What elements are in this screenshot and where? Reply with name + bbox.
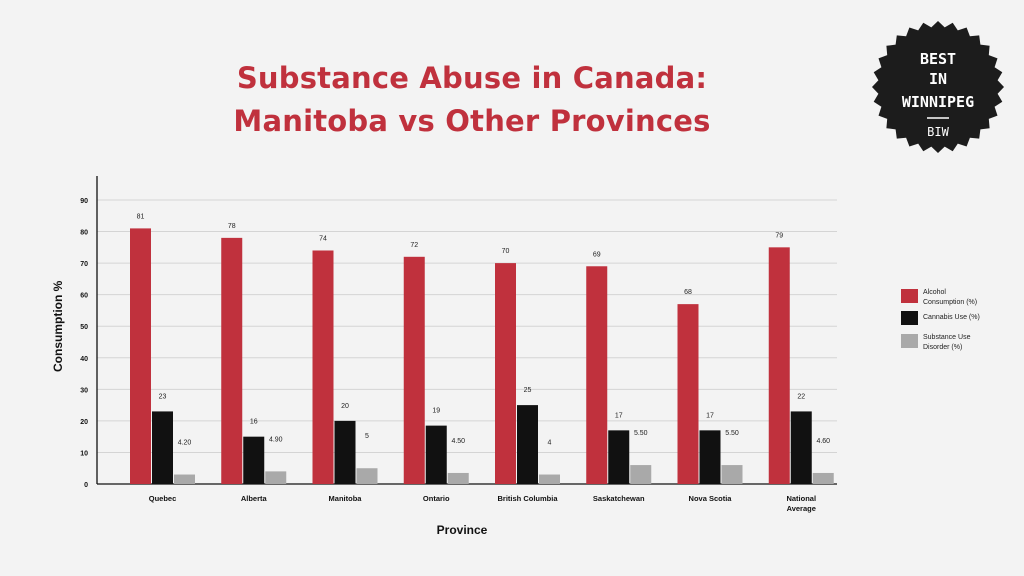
bar xyxy=(812,472,834,484)
bar xyxy=(152,411,173,484)
x-tick-label: Saskatchewan xyxy=(593,494,645,503)
bar xyxy=(517,405,538,484)
bar xyxy=(768,247,790,484)
data-label: 5 xyxy=(365,433,369,440)
data-label: 5.50 xyxy=(725,430,739,437)
x-tick-label: Average xyxy=(787,504,816,513)
legend-label-disorder: Substance Use Disorder (%) xyxy=(923,333,995,353)
y-tick-label: 90 xyxy=(80,198,88,205)
chart-title-line2: Manitoba vs Other Provinces xyxy=(233,104,711,138)
legend-swatch-cannabis xyxy=(901,311,918,325)
data-label: 79 xyxy=(775,232,783,239)
y-tick-label: 20 xyxy=(80,419,88,426)
bar xyxy=(608,430,630,484)
data-label: 74 xyxy=(319,235,327,242)
data-label: 23 xyxy=(159,393,167,400)
chart-title-line1: Substance Abuse in Canada: xyxy=(236,61,708,95)
bar xyxy=(221,237,243,484)
legend-label-alcohol: Alcohol Consumption (%) xyxy=(923,288,995,308)
bar xyxy=(174,474,195,484)
legend-label-disorder-line1: Substance Use xyxy=(923,334,971,341)
data-label: 4 xyxy=(548,440,552,447)
data-label: 25 xyxy=(524,387,532,394)
legend-label-cannabis: Cannabis Use (%) xyxy=(923,313,995,323)
x-axis-label: Province xyxy=(436,523,488,537)
y-tick-label: 70 xyxy=(80,261,88,268)
bar xyxy=(265,471,287,484)
x-tick-label: National xyxy=(786,494,816,503)
bar xyxy=(403,256,425,484)
data-label: 78 xyxy=(228,223,236,230)
legend-swatch-alcohol xyxy=(901,289,918,303)
y-tick-label: 50 xyxy=(80,324,88,331)
bar xyxy=(677,304,699,484)
data-label: 4.90 xyxy=(269,436,283,443)
x-tick-label: British Columbia xyxy=(497,494,558,503)
legend-label-cannabis-line1: Cannabis Use (%) xyxy=(923,314,980,321)
legend-item-cannabis: Cannabis Use (%) xyxy=(901,310,995,325)
data-label: 19 xyxy=(432,408,440,415)
legend-swatch-disorder xyxy=(901,334,918,348)
x-tick-label: Quebec xyxy=(149,494,177,503)
y-tick-label: 40 xyxy=(80,356,88,363)
data-label: 70 xyxy=(502,248,510,255)
data-label: 20 xyxy=(341,403,349,410)
data-label: 69 xyxy=(593,251,601,258)
bar xyxy=(243,436,265,484)
data-label: 22 xyxy=(797,393,805,400)
bar xyxy=(790,411,812,484)
data-label: 4.20 xyxy=(178,440,192,447)
data-label: 68 xyxy=(684,289,692,296)
data-label: 16 xyxy=(250,419,258,426)
data-label: 17 xyxy=(706,412,714,419)
bar xyxy=(356,468,378,484)
y-tick-label: 0 xyxy=(84,482,88,489)
data-label: 4.50 xyxy=(451,438,465,445)
bar xyxy=(699,430,721,484)
x-tick-label: Nova Scotia xyxy=(689,494,733,503)
x-tick-label: Manitoba xyxy=(329,494,363,503)
y-tick-label: 10 xyxy=(80,450,88,457)
x-tick-label: Ontario xyxy=(423,494,450,503)
x-tick-label: Alberta xyxy=(241,494,268,503)
data-label: 17 xyxy=(615,412,623,419)
bar xyxy=(425,425,447,484)
bar xyxy=(721,465,743,484)
bar xyxy=(130,228,151,484)
y-axis-label: Consumption % xyxy=(51,280,65,372)
bar xyxy=(312,250,334,484)
data-label: 5.50 xyxy=(634,430,648,437)
data-label: 4.60 xyxy=(816,438,830,445)
y-tick-label: 30 xyxy=(80,387,88,394)
bar xyxy=(334,420,356,484)
bar xyxy=(447,472,469,484)
legend-label-alcohol-line1: Alcohol xyxy=(923,289,946,296)
data-label: 81 xyxy=(137,213,145,220)
bar xyxy=(539,474,560,484)
y-tick-label: 80 xyxy=(80,230,88,237)
legend-item-alcohol: Alcohol Consumption (%) xyxy=(901,288,995,308)
bar xyxy=(630,465,652,484)
legend-label-alcohol-line2: Consumption (%) xyxy=(923,299,978,306)
bar xyxy=(586,266,608,484)
data-label: 72 xyxy=(410,242,418,249)
legend-label-disorder-line2: Disorder (%) xyxy=(923,344,963,351)
y-tick-label: 60 xyxy=(80,293,88,300)
legend-item-disorder: Substance Use Disorder (%) xyxy=(901,333,995,353)
bar xyxy=(495,263,516,484)
